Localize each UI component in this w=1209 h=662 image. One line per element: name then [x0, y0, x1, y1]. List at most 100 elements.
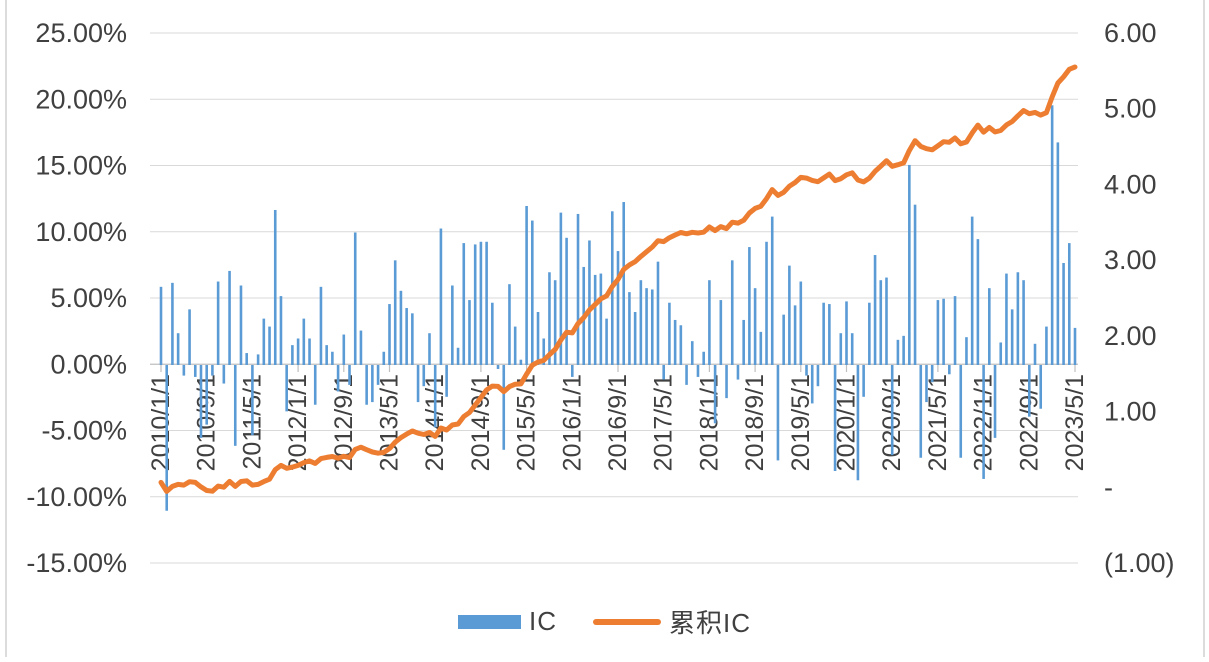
ic-bar — [639, 280, 643, 365]
ic-bar — [1045, 326, 1048, 365]
ic-bar — [650, 289, 654, 365]
ic-bar — [342, 334, 346, 365]
ic-bar — [439, 228, 443, 365]
legend-ic-swatch[interactable] — [457, 614, 521, 629]
ic-bar — [405, 308, 408, 365]
ic-bar — [770, 216, 774, 365]
x-axis-tick-label: 2013/5/1 — [376, 374, 404, 471]
ic-bar — [662, 365, 665, 380]
ic-bar — [993, 365, 997, 438]
ic-bar — [765, 241, 768, 365]
left-axis-tick-label: 20.00% — [35, 84, 127, 114]
ic-bar — [371, 365, 374, 403]
right-axis-tick-label: - — [1104, 472, 1113, 502]
x-axis-tick-label: 2021/5/1 — [924, 374, 952, 471]
ic-bar — [873, 255, 877, 365]
ic-bar — [753, 288, 757, 365]
ic-bar — [1050, 105, 1054, 366]
ic-bar — [816, 365, 820, 387]
legend-cum-ic-label[interactable]: 累积IC — [668, 608, 751, 638]
ic-bar — [833, 365, 837, 471]
ic-bar — [725, 365, 728, 399]
ic-bar — [776, 365, 780, 461]
ic-bar — [862, 365, 865, 397]
left-axis-tick-label: 5.00% — [50, 283, 127, 313]
ic-bar — [828, 304, 831, 365]
ic-bar — [948, 365, 951, 375]
ic-bar — [525, 206, 528, 365]
ic-bar — [496, 365, 500, 369]
ic-bar — [468, 300, 471, 365]
ic-bar — [331, 351, 334, 365]
ic-bar — [679, 325, 683, 365]
ic-bar — [588, 240, 591, 365]
legend-cum-ic-swatch[interactable] — [592, 618, 661, 625]
ic-bar — [451, 285, 454, 365]
left-axis-tick-label: -5.00% — [41, 416, 127, 446]
x-axis-tick-label: 2018/9/1 — [741, 374, 769, 471]
ic-bar — [793, 305, 797, 365]
ic-bar — [325, 345, 328, 365]
ic-bar — [1010, 309, 1014, 365]
ic-bar — [696, 365, 700, 377]
ic-bar — [782, 314, 785, 365]
ic-bar — [416, 365, 420, 403]
ic-bar — [559, 212, 563, 365]
ic-bar — [656, 261, 660, 365]
left-axis-tick-label: 25.00% — [35, 18, 127, 48]
ic-bar — [302, 318, 306, 365]
ic-bar — [245, 353, 248, 365]
ic-bar — [673, 319, 677, 365]
ic-bar — [885, 277, 888, 365]
ic-bar — [491, 302, 494, 365]
ic-bar — [953, 296, 957, 365]
ic-bar — [296, 338, 300, 365]
right-axis-tick-label: 6.00 — [1104, 18, 1157, 48]
ic-bar — [1056, 142, 1060, 365]
ic-bar — [999, 342, 1003, 365]
ic-bar — [822, 302, 825, 365]
ic-bar — [1022, 280, 1025, 365]
ic-bar — [850, 333, 854, 365]
left-axis-tick-label: -15.00% — [26, 548, 127, 578]
ic-bar — [633, 312, 637, 365]
ic-bar — [182, 365, 186, 376]
ic-bar — [1016, 272, 1020, 365]
ic-bar — [159, 286, 163, 365]
ic-bar — [251, 365, 254, 436]
ic-bar — [433, 365, 437, 428]
ic-bar — [262, 318, 266, 365]
ic-bar — [896, 339, 900, 365]
right-axis-tick-label: 2.00 — [1104, 321, 1157, 351]
left-axis-tick-label: -10.00% — [26, 482, 127, 512]
legend-ic-label[interactable]: IC — [528, 606, 557, 636]
ic-bar — [399, 290, 403, 365]
ic-bar — [233, 365, 237, 446]
ic-bar — [942, 298, 945, 365]
ic-bar — [348, 365, 351, 385]
ic-bar — [708, 280, 711, 365]
right-axis-tick-label: 4.00 — [1104, 169, 1157, 199]
ic-bar — [216, 281, 220, 365]
ic-bar — [810, 365, 814, 404]
ic-bar — [199, 365, 203, 438]
ic-bar — [1005, 273, 1008, 365]
x-axis-tick-label: 2016/9/1 — [604, 374, 632, 471]
x-axis-tick-label: 2017/5/1 — [650, 374, 678, 471]
ic-bar — [536, 312, 540, 365]
ic-bar — [382, 351, 386, 365]
ic-bar — [388, 304, 391, 365]
ic-bar — [702, 351, 705, 365]
ic-bar — [930, 365, 934, 383]
ic-bar — [902, 335, 905, 365]
ic-bar — [359, 330, 363, 365]
ic-bar — [936, 300, 940, 365]
x-axis-tick-label: 2020/1/1 — [833, 374, 861, 471]
ic-bar — [759, 331, 763, 365]
ic-bar — [279, 296, 283, 365]
x-axis-tick-label: 2023/5/1 — [1061, 374, 1089, 471]
ic-bar — [365, 365, 368, 405]
ic-bar — [988, 288, 991, 365]
ic-bar — [519, 359, 523, 365]
